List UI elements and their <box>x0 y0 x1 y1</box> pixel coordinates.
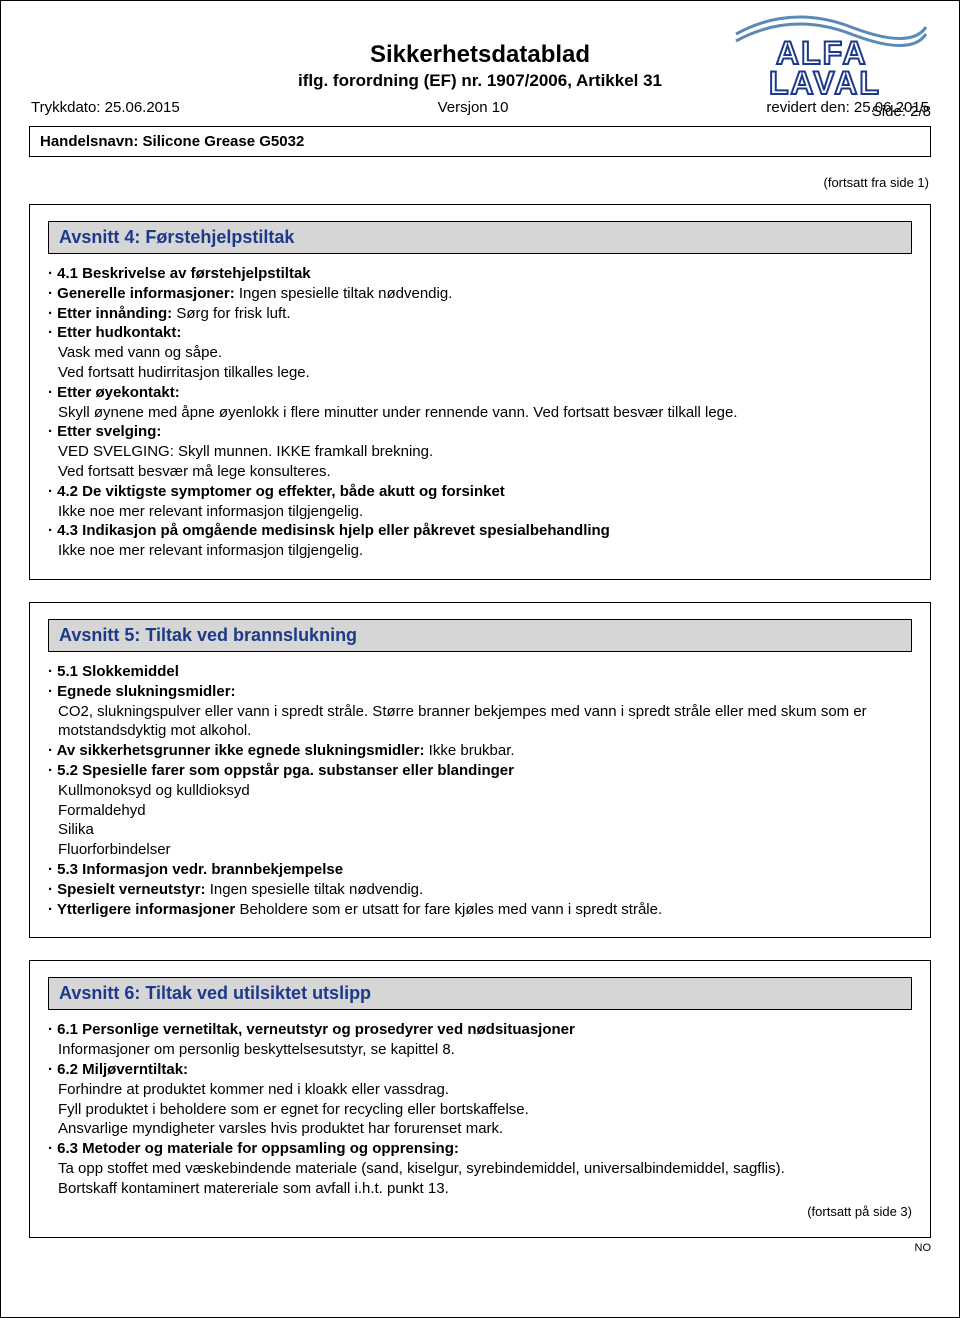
svg-text:LAVAL: LAVAL <box>769 65 881 99</box>
company-logo: ALFA LAVAL <box>731 9 931 99</box>
s5-p3-label: · Av sikkerhetsgrunner ikke egnede slukn… <box>48 742 425 759</box>
s5-p4-b: Formaldehyd <box>58 801 912 821</box>
s5-p4-d: Fluorforbindelser <box>58 840 912 860</box>
s6-p3-a: Ta opp stoffet med væskebindende materia… <box>58 1159 912 1179</box>
version: Versjon 10 <box>438 99 509 116</box>
continued-from: (fortsatt fra side 1) <box>29 175 929 190</box>
s4-p7-label: · 4.2 De viktigste symptomer og effekter… <box>48 483 505 500</box>
s6-p3-b: Bortskaff kontaminert matereriale som av… <box>58 1179 912 1199</box>
s6-p3-label: · 6.3 Metoder og materiale for oppsamlin… <box>48 1140 459 1157</box>
s5-p2-a: CO2, slukningspulver eller vann i spredt… <box>58 702 912 742</box>
section-6-frame: Avsnitt 6: Tiltak ved utilsiktet utslipp… <box>29 960 931 1238</box>
s4-p2-label: · Generelle informasjoner: <box>48 285 235 302</box>
s5-p1-label: · 5.1 Slokkemiddel <box>48 663 179 680</box>
s4-p8-label: · 4.3 Indikasjon på omgående medisinsk h… <box>48 522 610 539</box>
s6-p1-label: · 6.1 Personlige vernetiltak, verneutsty… <box>48 1021 575 1038</box>
s4-p3-label: · Etter innånding: <box>48 305 172 322</box>
s5-p4-label: · 5.2 Spesielle farer som oppstår pga. s… <box>48 762 514 779</box>
section-4-frame: Avsnitt 4: Førstehjelpstiltak · 4.1 Besk… <box>29 204 931 580</box>
s4-p8-a: Ikke noe mer relevant informasjon tilgje… <box>58 541 912 561</box>
s4-p2-text: Ingen spesielle tiltak nødvendig. <box>235 285 453 302</box>
section-4-body: · 4.1 Beskrivelse av førstehjelpstiltak … <box>48 264 912 561</box>
print-date: Trykkdato: 25.06.2015 <box>31 99 180 116</box>
s5-p4-c: Silika <box>58 820 912 840</box>
page-number: Side: 2/8 <box>872 103 931 120</box>
s6-p2-label: · 6.2 Miljøverntiltak: <box>48 1061 188 1078</box>
s4-p4-a: Vask med vann og såpe. <box>58 343 912 363</box>
section-5-header: Avsnitt 5: Tiltak ved brannslukning <box>48 619 912 652</box>
s4-p3-text: Sørg for frisk luft. <box>172 305 290 322</box>
s4-p5-a: Skyll øynene med åpne øyenlokk i flere m… <box>58 403 912 423</box>
s5-p3-text: Ikke brukbar. <box>425 742 515 759</box>
s5-p6-label: · Spesielt verneutstyr: <box>48 881 206 898</box>
s4-p1-label: · 4.1 Beskrivelse av førstehjelpstiltak <box>48 265 311 282</box>
s6-p2-c: Ansvarlige myndigheter varsles hvis prod… <box>58 1119 912 1139</box>
section-6-header: Avsnitt 6: Tiltak ved utilsiktet utslipp <box>48 977 912 1010</box>
s4-p7-a: Ikke noe mer relevant informasjon tilgje… <box>58 502 912 522</box>
s4-p6-label: · Etter svelging: <box>48 423 161 440</box>
s5-p2-label: · Egnede slukningsmidler: <box>48 683 236 700</box>
s6-p1-a: Informasjoner om personlig beskyttelsesu… <box>58 1040 912 1060</box>
section-4-header: Avsnitt 4: Førstehjelpstiltak <box>48 221 912 254</box>
section-5-frame: Avsnitt 5: Tiltak ved brannslukning · 5.… <box>29 602 931 938</box>
footer-country-code: NO <box>29 1242 931 1254</box>
s4-p4-label: · Etter hudkontakt: <box>48 324 181 341</box>
s5-p4-a: Kullmonoksyd og kulldioksyd <box>58 781 912 801</box>
alfa-laval-logo-svg: ALFA LAVAL <box>731 9 931 99</box>
section-6-body: · 6.1 Personlige vernetiltak, verneutsty… <box>48 1020 912 1198</box>
s6-p2-a: Forhindre at produktet kommer ned i kloa… <box>58 1080 912 1100</box>
s5-p7-label: · Ytterligere informasjoner <box>48 901 235 918</box>
document-page: ALFA LAVAL Side: 2/8 Sikkerhetsdatablad … <box>0 0 960 1318</box>
s4-p6-b: Ved fortsatt besvær må lege konsulteres. <box>58 462 912 482</box>
s5-p5-label: · 5.3 Informasjon vedr. brannbekjempelse <box>48 861 343 878</box>
s4-p6-a: VED SVELGING: Skyll munnen. IKKE framkal… <box>58 442 912 462</box>
meta-row: Trykkdato: 25.06.2015 Versjon 10 revider… <box>29 99 931 116</box>
continued-next: (fortsatt på side 3) <box>48 1204 912 1219</box>
s4-p4-b: Ved fortsatt hudirritasjon tilkalles leg… <box>58 363 912 383</box>
section-5-body: · 5.1 Slokkemiddel · Egnede slukningsmid… <box>48 662 912 919</box>
s5-p7-text: Beholdere som er utsatt for fare kjøles … <box>235 901 662 918</box>
s4-p5-label: · Etter øyekontakt: <box>48 384 180 401</box>
product-name-box: Handelsnavn: Silicone Grease G5032 <box>29 126 931 157</box>
s5-p6-text: Ingen spesielle tiltak nødvendig. <box>206 881 424 898</box>
s6-p2-b: Fyll produktet i beholdere som er egnet … <box>58 1100 912 1120</box>
